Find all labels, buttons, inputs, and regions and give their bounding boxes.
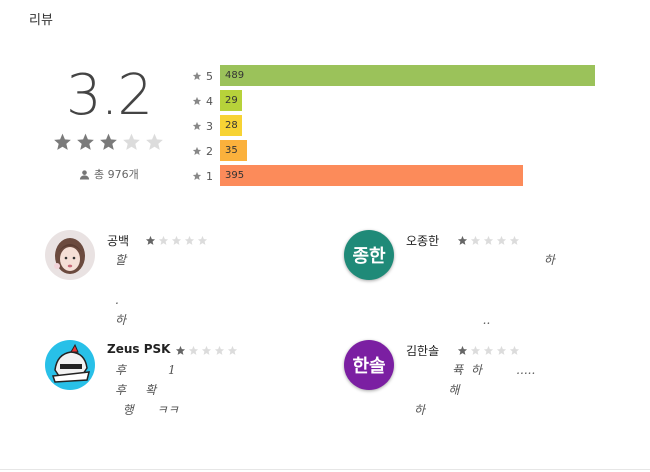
- histogram-row-1: 1 395: [192, 165, 523, 186]
- star-icon: [457, 235, 468, 245]
- star-icon: [470, 235, 481, 245]
- knight-helmet-icon: [45, 340, 95, 390]
- histogram-bar: 489: [220, 65, 595, 86]
- review-text: 퓩 하 ..... 해 하: [414, 363, 536, 417]
- star-icon: [509, 235, 520, 245]
- star-icon: [496, 345, 507, 355]
- star-icon: [496, 235, 507, 245]
- review-rating: [175, 345, 238, 356]
- review-rating: [145, 235, 208, 246]
- star-icon: [100, 133, 117, 150]
- review-card: Zeus PSK 후 1 후 확 행 ㅋㅋ: [45, 340, 335, 440]
- star-icon: [192, 146, 202, 155]
- avatar[interactable]: 한솔: [344, 340, 394, 390]
- reviewer-name: 오종한: [406, 234, 440, 248]
- histogram-bar: 395: [220, 165, 523, 186]
- histogram-star-number: 5: [206, 69, 213, 83]
- histogram-row-4: 4 29: [192, 90, 242, 111]
- girl-photo-icon: [45, 230, 95, 280]
- reviewer-name: 김한솔: [406, 344, 440, 358]
- star-icon: [171, 235, 182, 245]
- review-text: 할 . 하: [115, 253, 127, 327]
- review-card: 한솔 김한솔 퓩 하 ..... 해 하: [344, 340, 634, 440]
- star-icon: [483, 235, 494, 245]
- star-icon: [192, 121, 202, 130]
- total-reviews-label: 총 976개: [94, 168, 139, 181]
- person-icon: [79, 169, 90, 180]
- histogram-row-3: 3 28: [192, 115, 242, 136]
- histogram-row-5: 5 489: [192, 65, 595, 86]
- review-text: 후 1 후 확 행 ㅋㅋ: [115, 363, 179, 417]
- star-icon: [197, 235, 208, 245]
- star-icon: [457, 345, 468, 355]
- histogram-star-label: 1: [192, 170, 222, 183]
- avatar[interactable]: 종한: [344, 230, 394, 280]
- star-icon: [123, 133, 140, 150]
- star-icon: [192, 96, 202, 105]
- star-icon: [54, 133, 71, 150]
- star-icon: [470, 345, 481, 355]
- histogram-star-number: 4: [206, 94, 213, 108]
- avatar[interactable]: [45, 230, 95, 280]
- star-icon: [175, 345, 186, 355]
- star-icon: [158, 235, 169, 245]
- star-icon: [146, 133, 163, 150]
- reviewer-name: 공백: [107, 234, 130, 248]
- star-icon: [77, 133, 94, 150]
- star-icon: [214, 345, 225, 355]
- section-title: 리뷰: [29, 13, 53, 28]
- average-score: 3.2: [66, 63, 153, 128]
- histogram-star-number: 1: [206, 169, 213, 183]
- star-icon: [184, 235, 195, 245]
- histogram-bar: 35: [220, 140, 247, 161]
- review-text: 하 ..: [482, 253, 555, 327]
- total-reviews: 총 976개: [79, 166, 139, 182]
- star-icon: [192, 171, 202, 180]
- review-rating: [457, 235, 520, 246]
- average-stars: [52, 132, 165, 152]
- star-icon: [483, 345, 494, 355]
- review-rating: [457, 345, 520, 356]
- histogram-row-2: 2 35: [192, 140, 247, 161]
- histogram-star-label: 5: [192, 70, 222, 83]
- histogram-star-label: 2: [192, 145, 222, 158]
- star-icon: [227, 345, 238, 355]
- histogram-star-number: 3: [206, 119, 213, 133]
- histogram-bar: 28: [220, 115, 242, 136]
- avatar[interactable]: [45, 340, 95, 390]
- divider: [0, 469, 650, 470]
- histogram-star-label: 4: [192, 95, 222, 108]
- histogram-bar: 29: [220, 90, 242, 111]
- histogram-star-number: 2: [206, 144, 213, 158]
- reviewer-name: Zeus PSK: [107, 342, 171, 356]
- star-icon: [145, 235, 156, 245]
- histogram-star-label: 3: [192, 120, 222, 133]
- review-card: 종한 오종한 하 ..: [344, 230, 634, 330]
- star-icon: [201, 345, 212, 355]
- star-icon: [509, 345, 520, 355]
- star-icon: [188, 345, 199, 355]
- star-icon: [192, 71, 202, 80]
